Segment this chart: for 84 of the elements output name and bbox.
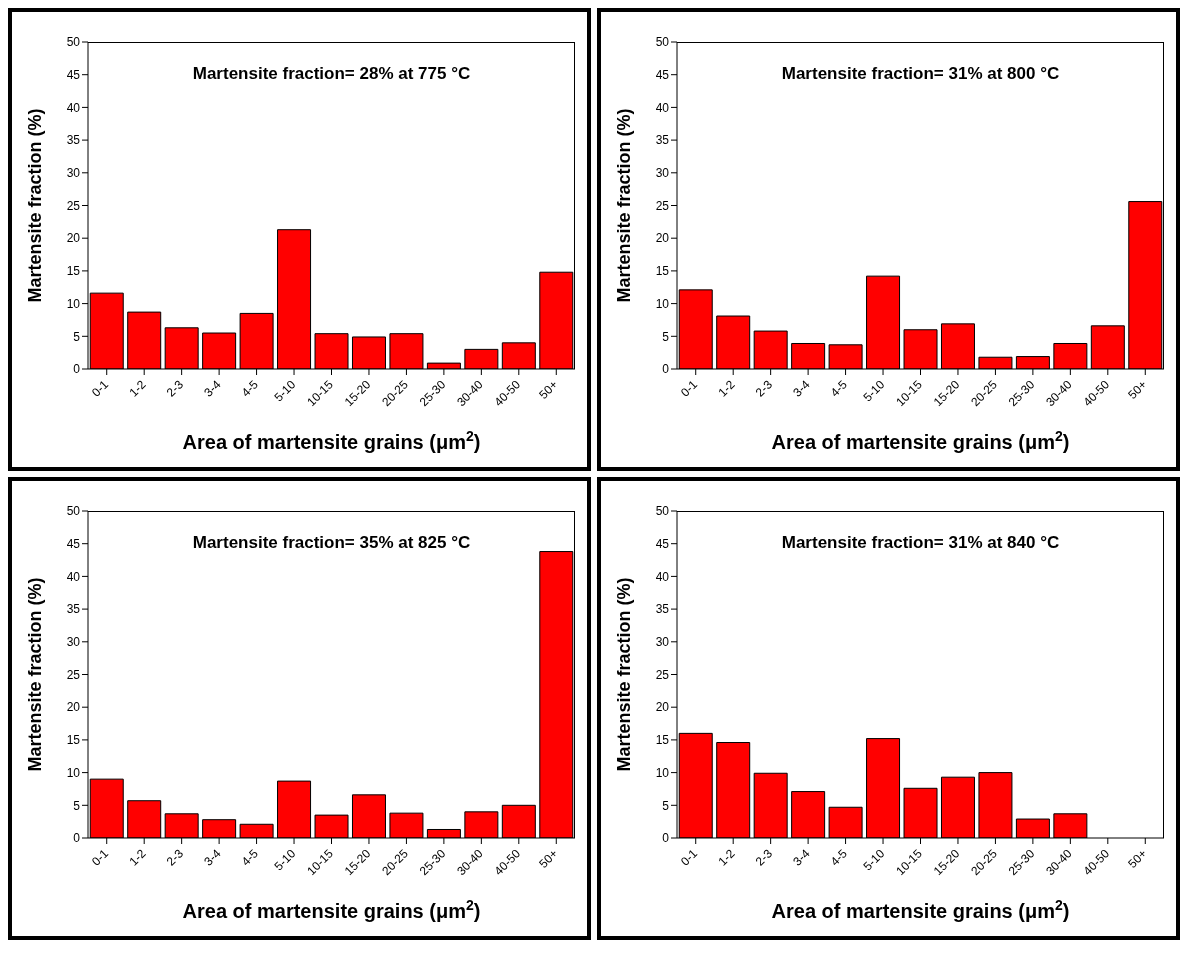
x-tick-label: 4-5	[827, 377, 851, 400]
x-tick-label: 3-4	[790, 846, 813, 869]
y-tick-label: 20	[66, 231, 81, 246]
x-tick-label: 1-2	[715, 846, 738, 869]
x-tick-label: 2-3	[752, 846, 776, 869]
y-tick-label: 50	[66, 504, 81, 519]
x-tick-label: 2-3	[752, 377, 776, 400]
y-tick-label: 5	[662, 798, 670, 813]
y-tick-label: 45	[66, 67, 81, 82]
x-axis-title: Area of martensite grains (μm$^{2}$)	[182, 897, 481, 922]
y-tick-label: 0	[73, 831, 81, 846]
x-tick-label: 50+	[536, 377, 561, 402]
y-tick-label: 45	[66, 536, 81, 551]
x-tick-label: 5-10	[860, 377, 888, 405]
y-tick-label: 15	[655, 733, 670, 748]
x-tick-label: 3-4	[201, 846, 224, 869]
x-tick-label: 3-4	[201, 377, 224, 400]
y-tick-label: 10	[66, 765, 81, 780]
y-tick-label: 25	[655, 198, 670, 213]
x-tick-label: 5-10	[860, 846, 888, 874]
y-tick-label: 30	[655, 635, 670, 650]
y-tick-label: 35	[66, 602, 81, 617]
text: Martensite fraction= 31% at 840 °C	[780, 533, 1061, 553]
y-tick-label: 10	[66, 296, 81, 311]
y-tick-label: 50	[655, 35, 670, 50]
x-tick-label: 5-10	[271, 846, 299, 874]
x-tick-label: 4-5	[827, 846, 851, 869]
y-tick-label: 35	[655, 602, 670, 617]
y-tick-label: 0	[662, 831, 670, 846]
text: Martensite fraction= 35% at 825 °C	[191, 533, 472, 553]
y-tick-label: 15	[66, 264, 81, 279]
x-tick-label: 0-1	[677, 377, 701, 400]
x-tick-label: 0-1	[677, 846, 701, 869]
x-axis-title: Area of martensite grains (μm$^{2}$)	[182, 428, 481, 453]
y-tick-label: 25	[66, 198, 81, 213]
x-tick-label: 50+	[1125, 846, 1150, 871]
y-axis-title: Martensite fraction (%)	[24, 108, 45, 303]
x-tick-label: 4-5	[238, 846, 262, 869]
x-tick-label: 50+	[536, 846, 561, 871]
x-tick-label: 5-10	[271, 377, 299, 405]
y-tick-label: 0	[662, 362, 670, 377]
x-tick-label: 0-1	[88, 846, 112, 869]
y-axis-title: Martensite fraction (%)	[613, 108, 634, 303]
y-tick-label: 35	[655, 133, 670, 148]
y-tick-label: 40	[655, 569, 670, 584]
y-tick-label: 40	[655, 100, 670, 115]
x-tick-label: 2-3	[163, 846, 187, 869]
y-tick-label: 50	[66, 35, 81, 50]
y-tick-label: 20	[655, 231, 670, 246]
y-tick-label: 20	[655, 700, 670, 715]
text: Martensite fraction= 28% at 775 °C	[191, 64, 472, 84]
x-tick-label: 1-2	[126, 377, 149, 400]
x-tick-label: 0-1	[88, 377, 112, 400]
y-tick-label: 45	[655, 536, 670, 551]
x-axis-title: Area of martensite grains (μm$^{2}$)	[771, 428, 1070, 453]
y-axis-title: Martensite fraction (%)	[24, 577, 45, 772]
y-tick-label: 0	[73, 362, 81, 377]
y-tick-label: 10	[655, 765, 670, 780]
y-tick-label: 25	[66, 667, 81, 682]
y-tick-label: 30	[655, 166, 670, 181]
y-tick-label: 10	[655, 296, 670, 311]
y-tick-label: 5	[73, 329, 81, 344]
y-tick-label: 50	[655, 504, 670, 519]
y-tick-label: 30	[66, 166, 81, 181]
x-tick-label: 2-3	[163, 377, 187, 400]
text: Martensite fraction= 31% at 800 °C	[780, 64, 1061, 84]
x-tick-label: 50+	[1125, 377, 1150, 402]
y-tick-label: 35	[66, 133, 81, 148]
x-tick-label: 1-2	[126, 846, 149, 869]
y-tick-label: 5	[73, 798, 81, 813]
y-tick-label: 30	[66, 635, 81, 650]
y-tick-label: 45	[655, 67, 670, 82]
x-axis-title: Area of martensite grains (μm$^{2}$)	[771, 897, 1070, 922]
x-tick-label: 1-2	[715, 377, 738, 400]
y-tick-label: 25	[655, 667, 670, 682]
y-axis-title: Martensite fraction (%)	[613, 577, 634, 772]
y-tick-label: 15	[655, 264, 670, 279]
x-tick-label: 3-4	[790, 377, 813, 400]
y-tick-label: 20	[66, 700, 81, 715]
x-tick-label: 4-5	[238, 377, 262, 400]
y-tick-label: 40	[66, 569, 81, 584]
y-tick-label: 40	[66, 100, 81, 115]
y-tick-label: 5	[662, 329, 670, 344]
y-tick-label: 15	[66, 733, 81, 748]
